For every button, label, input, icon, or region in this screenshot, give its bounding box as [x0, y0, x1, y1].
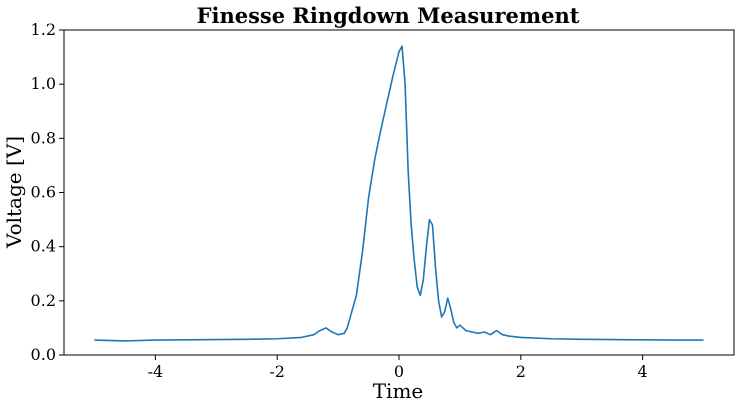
x-axis-label: Time	[373, 379, 424, 403]
plot-frame	[63, 29, 735, 356]
x-tick-label: -2	[269, 362, 285, 381]
x-tick-label: 2	[516, 362, 526, 381]
y-tick-label: 0.8	[31, 128, 56, 147]
chart-title: Finesse Ringdown Measurement	[197, 3, 580, 28]
y-axis-label: Voltage [V]	[2, 136, 26, 249]
series-layer	[94, 45, 704, 342]
y-tick-label: 0.4	[31, 237, 56, 256]
x-tick-label: 4	[638, 362, 648, 381]
y-tick-label: 0.6	[31, 183, 56, 202]
x-tick-label: 0	[394, 362, 404, 381]
series-line-0	[94, 45, 704, 342]
y-tick-label: 0.0	[31, 345, 56, 364]
x-ticks: -4 -2 0 2 4	[148, 355, 648, 381]
y-ticks: 0.0 0.2 0.4 0.6 0.8 1.0 1.2	[31, 20, 64, 364]
y-tick-label: 1.2	[31, 20, 56, 39]
y-tick-label: 0.2	[31, 291, 56, 310]
y-tick-label: 1.0	[31, 74, 56, 93]
x-tick-label: -4	[148, 362, 164, 381]
